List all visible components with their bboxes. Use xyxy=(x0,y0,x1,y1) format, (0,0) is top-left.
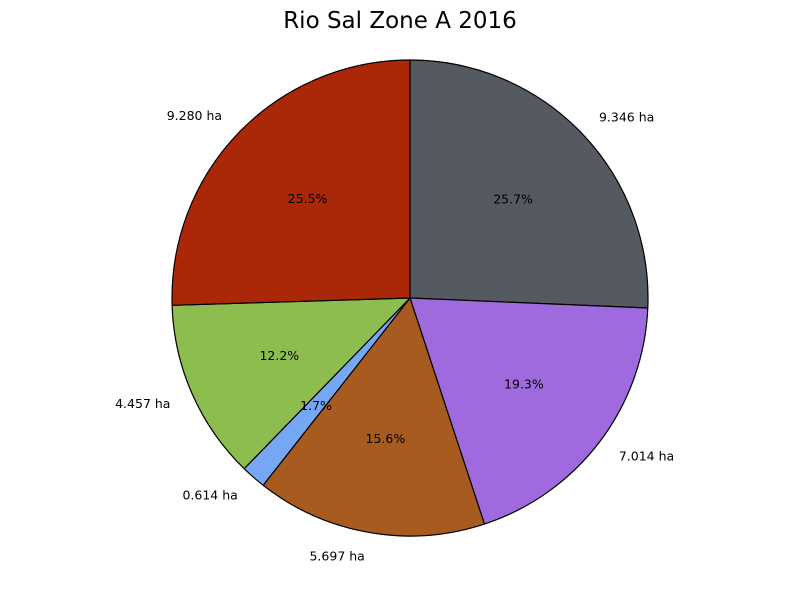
pie-slice-1 xyxy=(409,297,649,525)
pie-labels: 9.346 ha 25.7% 7.014 ha 19.3% 5.697 ha 15.6% 0… xyxy=(115,108,674,563)
slice-value-label-0: 9.346 ha xyxy=(599,109,654,124)
pie-slice-0 xyxy=(409,59,649,309)
pie-slices xyxy=(171,59,649,537)
pie-slice-5 xyxy=(171,59,411,306)
slice-value-label-4: 4.457 ha xyxy=(115,396,170,411)
slice-value-label-5: 9.280 ha xyxy=(167,108,222,123)
slice-percent-label-4: 12.2% xyxy=(259,348,299,363)
slice-percent-label-3: 1.7% xyxy=(300,398,332,413)
slice-percent-label-1: 19.3% xyxy=(504,377,544,392)
slice-percent-label-5: 25.5% xyxy=(288,191,328,206)
slice-value-label-2: 5.697 ha xyxy=(309,548,364,563)
pie-slice-4 xyxy=(171,297,411,470)
slice-value-label-1: 7.014 ha xyxy=(619,448,674,463)
pie-slice-2 xyxy=(262,297,486,537)
slice-percent-label-2: 15.6% xyxy=(366,431,406,446)
slice-value-label-3: 0.614 ha xyxy=(182,488,237,503)
slice-percent-label-0: 25.7% xyxy=(493,192,533,207)
chart-title: Rio Sal Zone A 2016 xyxy=(283,8,517,34)
